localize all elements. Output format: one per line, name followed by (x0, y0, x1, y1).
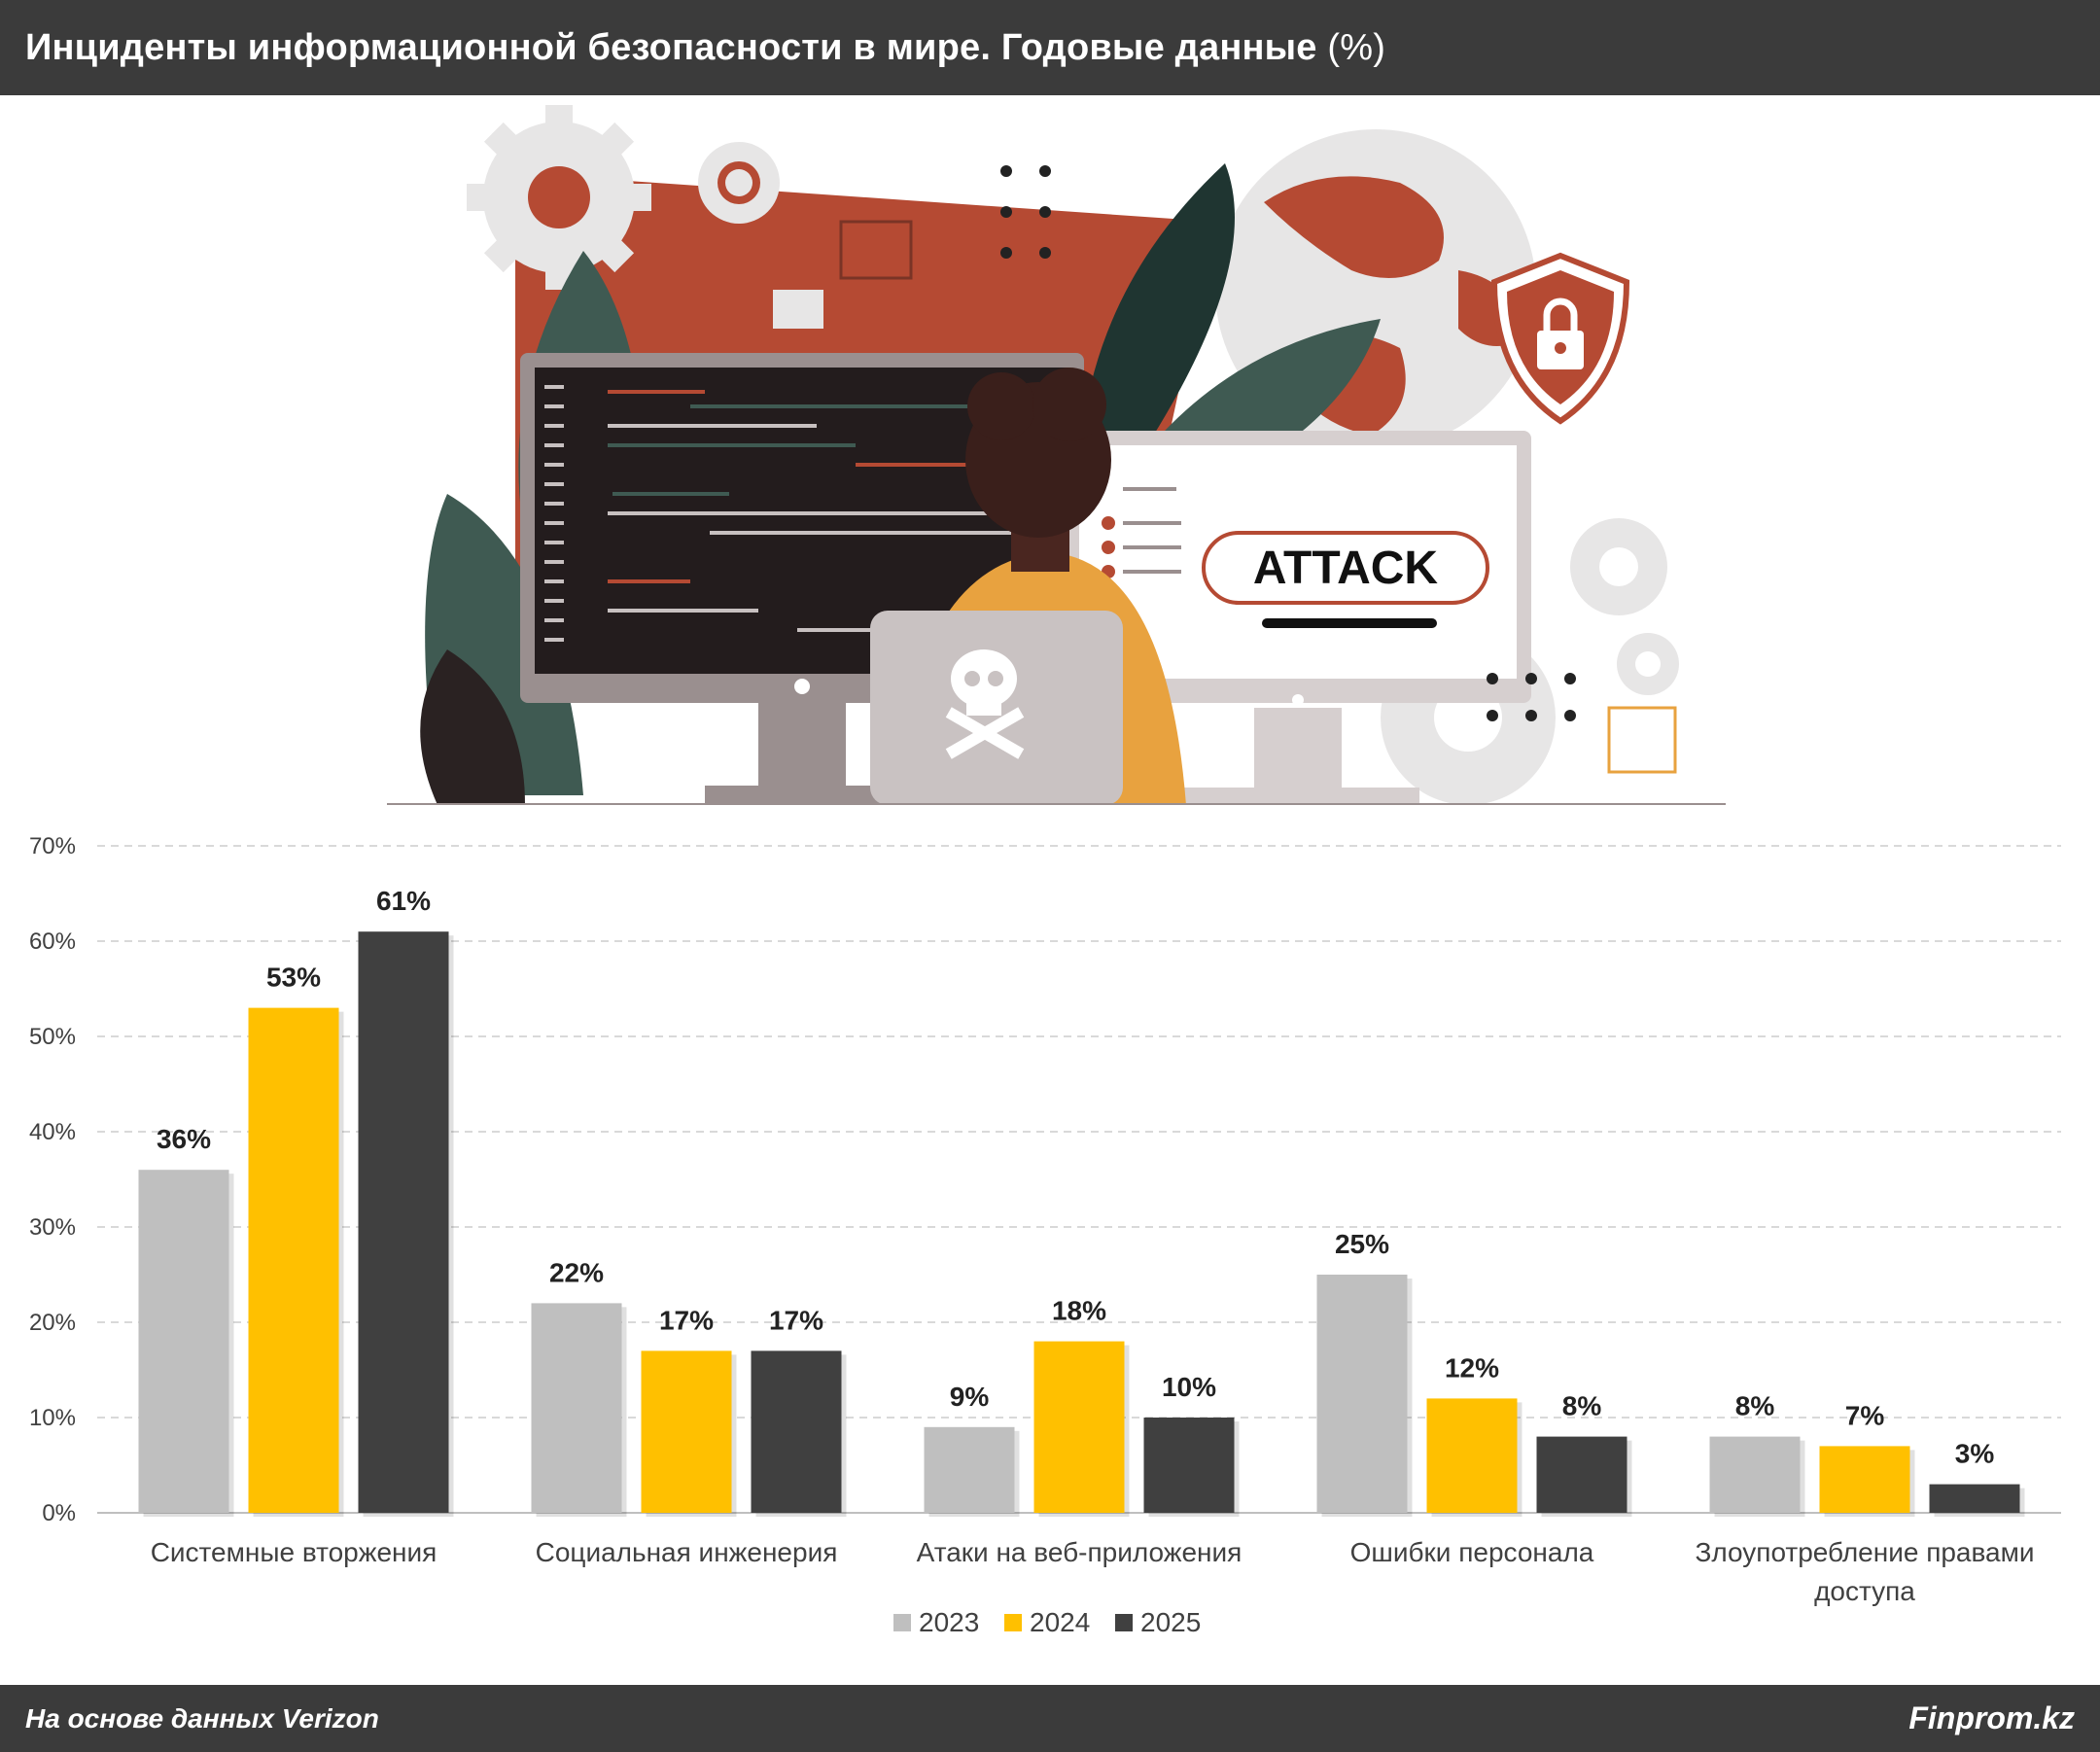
gear-icon (1570, 518, 1667, 615)
bar-chart: 0% 10% 20% 30% 40% 50% 60% 70% 36% 53% 61% 22% 17% 1… (29, 833, 2061, 1637)
chart-title-unit: (%) (1327, 26, 1386, 68)
bar-2024 (1426, 1398, 1518, 1513)
chart-title-text: Инциденты информационной безопасности в … (25, 26, 1317, 68)
y-tick-label: 20% (29, 1310, 76, 1336)
bar-2023 (138, 1170, 229, 1513)
value-label: 61% (376, 886, 431, 916)
dot-grid-decoration (1487, 673, 1576, 721)
legend-label: 2025 (1140, 1607, 1201, 1637)
category-labels: Системные вторжения Социальная инженерия А… (151, 1537, 2035, 1606)
bar-2025 (1929, 1484, 2020, 1513)
square-decoration (773, 290, 823, 329)
gear-icon (1617, 633, 1679, 695)
attack-text: ATTACK (1253, 543, 1439, 594)
footer-bar: На основе данных Verizon Finprom.kz (0, 1685, 2100, 1752)
value-label: 18% (1052, 1296, 1106, 1326)
dot-grid-decoration (1000, 165, 1051, 259)
category-label: доступа (1814, 1576, 1915, 1606)
header-bar: Инциденты информационной безопасности в … (0, 0, 2100, 95)
leaf-icon (1079, 163, 1235, 465)
value-label: 53% (266, 963, 321, 993)
source-note: На основе данных Verizon (25, 1702, 379, 1734)
value-label: 8% (1735, 1391, 1775, 1421)
category-label: Атаки на веб-приложения (917, 1537, 1242, 1567)
value-labels: 36% 53% 61% 22% 17% 17% 9% 18% 10% 25% 12% 8% 8% 7% 3% (157, 886, 1994, 1468)
leaf-icon (420, 649, 525, 805)
y-tick-label: 40% (29, 1119, 76, 1145)
category-label: Системные вторжения (151, 1537, 438, 1567)
brand-logo-text: Finprom.kz (1908, 1700, 2075, 1735)
bar-2023 (924, 1426, 1015, 1513)
value-label: 36% (157, 1124, 211, 1154)
bar-2025 (358, 931, 449, 1513)
value-label: 22% (549, 1257, 604, 1287)
bar-2025 (1536, 1436, 1628, 1513)
value-label: 17% (769, 1305, 823, 1335)
y-tick-label: 70% (29, 833, 76, 859)
value-label: 25% (1335, 1229, 1389, 1259)
category-label: Злоупотребление правами (1695, 1537, 2034, 1567)
value-label: 3% (1955, 1439, 1995, 1469)
y-axis-ticks: 0% 10% 20% 30% 40% 50% 60% 70% (29, 833, 76, 1526)
legend-swatch (1115, 1614, 1133, 1631)
y-tick-label: 0% (42, 1500, 76, 1526)
monitor-icon: ATTACK (1065, 431, 1531, 805)
shield-lock-icon (1490, 252, 1630, 425)
value-label: 7% (1845, 1400, 1885, 1430)
bar-2024 (1819, 1446, 1910, 1513)
bar-2023 (531, 1303, 622, 1513)
category-label: Социальная инженерия (536, 1537, 838, 1567)
value-label: 17% (659, 1305, 714, 1335)
attack-badge (1202, 531, 1489, 605)
gear-icon (698, 142, 780, 224)
value-label: 9% (950, 1382, 990, 1412)
bar-2023 (1316, 1275, 1408, 1513)
hacker-figure (870, 368, 1186, 805)
skull-crossbones-icon (945, 649, 1025, 759)
value-label: 10% (1162, 1372, 1216, 1402)
bar-2025 (1143, 1418, 1235, 1513)
value-label: 12% (1445, 1352, 1499, 1383)
bar-2024 (248, 1007, 339, 1513)
y-tick-label: 10% (29, 1405, 76, 1431)
bar-2024 (1033, 1341, 1125, 1513)
bar-2025 (751, 1350, 842, 1513)
square-decoration (839, 220, 913, 280)
bars (138, 931, 2025, 1517)
bar-2024 (641, 1350, 732, 1513)
value-label: 8% (1562, 1391, 1602, 1421)
bar-2023 (1709, 1436, 1801, 1513)
chart-title: Инциденты информационной безопасности в … (25, 27, 1385, 69)
category-label: Ошибки персонала (1350, 1537, 1594, 1567)
y-tick-label: 60% (29, 929, 76, 955)
legend: 2023 2024 2025 (893, 1607, 1201, 1637)
legend-label: 2023 (919, 1607, 979, 1637)
cyber-attack-illustration: ATTACK (387, 105, 1726, 805)
legend-swatch (1004, 1614, 1022, 1631)
progress-bar-fill (1262, 618, 1437, 628)
gear-icon (467, 105, 651, 290)
square-decoration (1607, 706, 1677, 774)
legend-swatch (893, 1614, 911, 1631)
y-tick-label: 30% (29, 1214, 76, 1241)
y-tick-label: 50% (29, 1024, 76, 1050)
legend-label: 2024 (1030, 1607, 1090, 1637)
